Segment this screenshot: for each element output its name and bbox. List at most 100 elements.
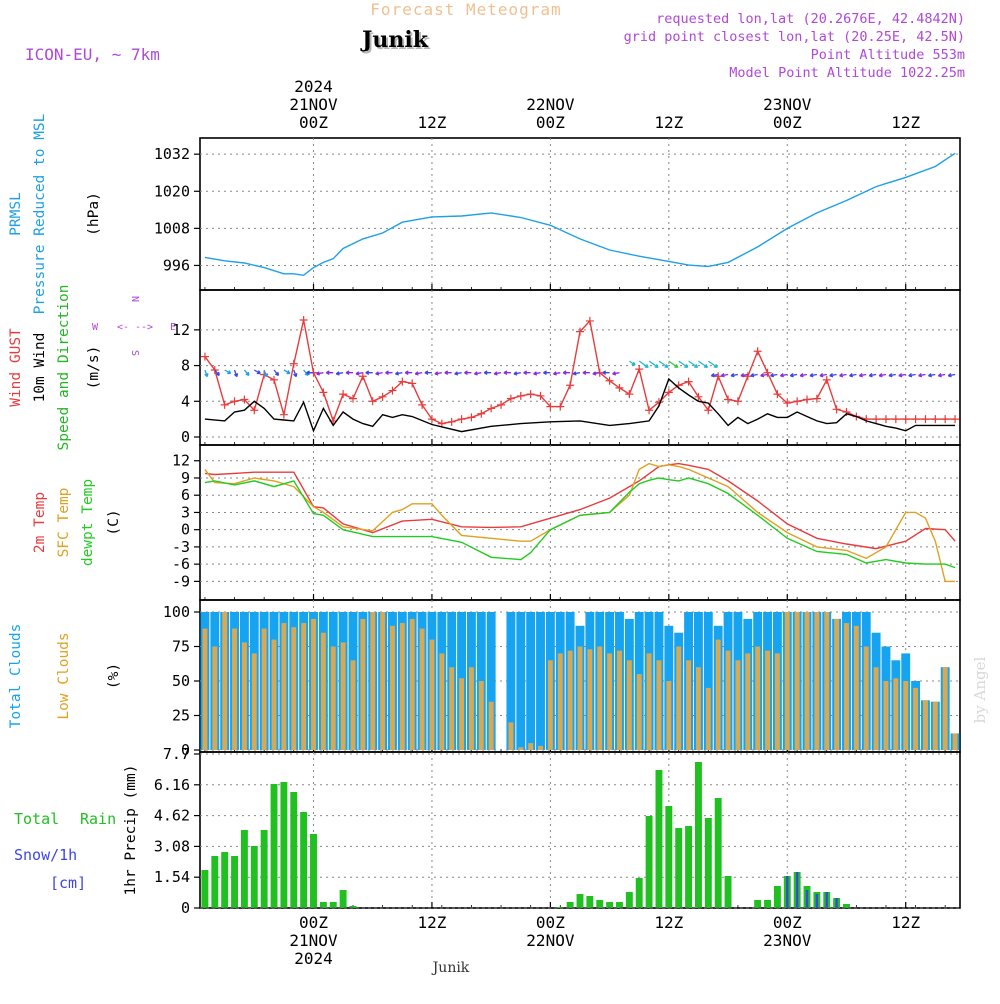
- low-cloud-bar: [597, 646, 603, 750]
- credit: by Angel: [971, 656, 989, 723]
- gust-marker: [427, 415, 436, 424]
- low-cloud-bar: [212, 646, 218, 750]
- low-cloud-bar: [340, 642, 346, 750]
- panel-label: (%): [106, 663, 122, 689]
- low-cloud-bar: [715, 639, 721, 750]
- top-time-label: 00Z: [536, 113, 565, 132]
- wind-direction-arrow: [858, 372, 867, 378]
- bottom-time-label: 12Z: [654, 913, 683, 932]
- total-cloud-bar: [516, 612, 526, 750]
- wind-direction-arrow: [602, 370, 610, 375]
- low-cloud-bar: [893, 678, 899, 750]
- location-title: Junik: [360, 27, 429, 53]
- wind-direction-arrow: [224, 369, 232, 375]
- low-cloud-bar: [686, 660, 692, 750]
- rain-bar: [773, 886, 781, 908]
- low-cloud-bar: [794, 612, 800, 750]
- y-tick-label: 4: [181, 392, 190, 410]
- gust-marker: [516, 391, 525, 400]
- wind-direction-arrow: [404, 370, 413, 375]
- wind-direction-arrow: [710, 372, 719, 378]
- point-altitude: Point Altitude 553m: [811, 47, 965, 63]
- gust-marker: [250, 406, 259, 415]
- wind-direction-arrow: [253, 369, 261, 375]
- wind-direction-arrow: [355, 371, 364, 376]
- rain-bar: [754, 900, 762, 908]
- panel-clouds: 0 25 50 75 100 Total Clouds Low Clouds (%): [8, 599, 961, 759]
- panel-label: dewpt Temp: [80, 479, 96, 566]
- low-cloud-bar: [765, 650, 770, 750]
- y-tick-label: 3: [181, 503, 190, 521]
- gust-marker: [881, 415, 890, 424]
- gust-marker: [743, 372, 752, 381]
- low-cloud-bar: [547, 660, 553, 750]
- gust-marker: [763, 368, 772, 377]
- model-altitude: Model Point Altitude 1022.25m: [729, 65, 965, 81]
- rain-bar: [764, 900, 771, 908]
- wind-direction-arrow: [473, 371, 482, 376]
- rain-bar: [280, 782, 288, 908]
- y-tick-label: 6: [181, 486, 190, 504]
- panel-label: (m/s): [86, 346, 102, 390]
- gust-marker: [556, 402, 565, 411]
- rain-bar: [675, 828, 683, 908]
- y-tick-label: 0: [181, 428, 190, 446]
- low-cloud-bar: [873, 667, 879, 750]
- rain-bar: [339, 890, 347, 908]
- y-tick-label: 1020: [154, 182, 190, 200]
- panel-label: Speed and Direction: [56, 285, 72, 451]
- wind-direction-arrow: [375, 371, 383, 376]
- gust-marker: [605, 376, 614, 385]
- low-cloud-bar: [468, 667, 474, 750]
- top-time-label: 00Z: [299, 113, 328, 132]
- low-cloud-bar: [557, 653, 563, 750]
- wind-direction-arrow: [316, 371, 324, 376]
- top-time-label: 12Z: [891, 113, 920, 132]
- gust-marker: [724, 395, 733, 404]
- panel-frame: [199, 289, 961, 446]
- low-cloud-bar: [814, 612, 820, 750]
- wind-direction-arrow: [688, 360, 699, 369]
- gust-marker: [299, 316, 308, 325]
- gust-marker: [773, 390, 782, 399]
- y-tick-label: 1.54: [154, 868, 190, 886]
- low-cloud-bar: [705, 687, 711, 750]
- wind-direction-arrow: [750, 372, 758, 378]
- gust-marker: [793, 397, 802, 406]
- low-cloud-bar: [646, 653, 652, 750]
- wind-direction-arrow: [849, 372, 857, 378]
- wind-direction-arrow: [454, 371, 462, 376]
- wind-direction-arrow: [789, 372, 798, 378]
- y-tick-label: 50: [172, 672, 190, 690]
- low-cloud-bar: [942, 667, 948, 750]
- gust-marker: [467, 413, 476, 422]
- rain-bar: [260, 830, 268, 908]
- rain-bar: [635, 878, 643, 908]
- low-cloud-bar: [863, 646, 869, 750]
- y-tick-label: 7.7: [163, 745, 190, 763]
- wind-direction-arrow: [720, 372, 729, 378]
- rain-bar: [655, 770, 663, 908]
- panel-wind: 0 4 8 12 Wind GUST 10m Wind Speed and Directio…: [8, 285, 961, 451]
- snow-bar: [835, 898, 838, 908]
- wind-direction-arrow: [464, 370, 472, 375]
- wind-direction-arrow: [740, 372, 748, 378]
- low-cloud-bar: [380, 612, 386, 750]
- gust-marker: [733, 397, 742, 406]
- y-tick-label: 25: [172, 707, 190, 725]
- rain-bar: [221, 852, 229, 908]
- gust-marker: [388, 386, 397, 395]
- series-dewpt-temp: [204, 477, 956, 569]
- wind-direction-arrow: [868, 372, 877, 378]
- low-cloud-bar: [577, 646, 583, 750]
- wind-direction-arrow: [306, 370, 314, 375]
- wind-direction-arrow: [888, 372, 896, 378]
- low-cloud-bar: [518, 747, 524, 750]
- gust-marker: [635, 365, 644, 374]
- wind-direction-arrow: [273, 369, 280, 377]
- chart-title: Forecast Meteogram: [370, 0, 561, 19]
- bottom-year: 2024: [294, 949, 333, 968]
- low-cloud-bar: [626, 660, 632, 750]
- gust-marker: [921, 415, 930, 424]
